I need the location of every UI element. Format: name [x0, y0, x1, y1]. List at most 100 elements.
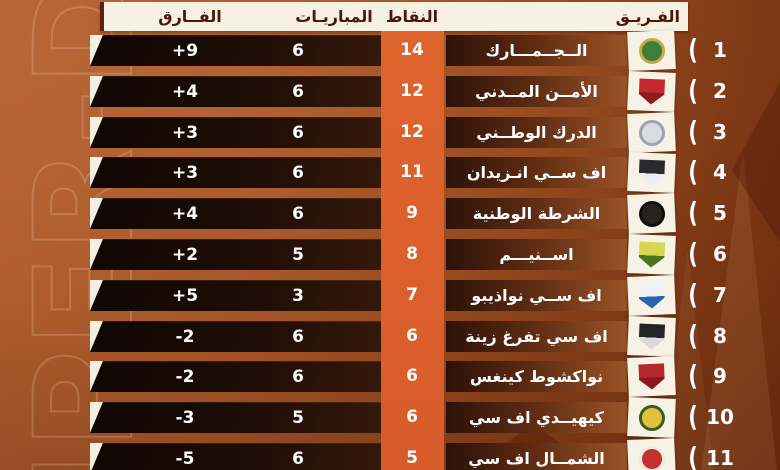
rank-number: 3 — [713, 120, 727, 144]
rank-bracket-decoration: ( — [688, 319, 698, 352]
goal-difference-value: +4 — [171, 204, 199, 224]
team-logo-box — [627, 70, 676, 113]
row-stats-bar: +3 6 — [90, 157, 381, 188]
asc-snim-club-crest — [638, 241, 665, 268]
row-stats-bar: +4 6 — [90, 198, 381, 229]
team-name: اف ســي نواذيبو — [471, 286, 602, 305]
rank-number: 9 — [713, 364, 727, 388]
team-name-bar: نواكشوط كينغس — [446, 361, 627, 392]
rank-number: 1 — [713, 38, 727, 62]
table-row: -3 5 6 كيهيــدي اف سي ( 10 — [0, 396, 780, 439]
goal-difference-value: -5 — [175, 449, 195, 469]
points-value: 12 — [400, 81, 424, 101]
team-name-bar: الدرك الوطــني — [446, 117, 627, 148]
goal-difference-value: -3 — [175, 408, 195, 428]
rank-bracket-decoration: ( — [688, 441, 698, 470]
team-logo-box — [627, 111, 676, 154]
team-name-bar: اف ســي نواذيبو — [446, 280, 627, 311]
matches-played-value: 6 — [292, 449, 304, 469]
row-stats-bar: -5 6 — [90, 443, 381, 470]
rank-number: 8 — [713, 324, 727, 348]
points-value: 7 — [406, 285, 418, 305]
matches-played-value: 6 — [292, 163, 304, 183]
kaedi-fc-club-crest — [637, 403, 666, 432]
table-row: +9 6 14 الــجــمـــارك ( 1 — [0, 29, 780, 72]
rank-number: 11 — [706, 446, 734, 470]
goal-difference-value: +3 — [171, 163, 199, 183]
table-row: -2 6 6 اف سي تفرغ زينة ( 8 — [0, 315, 780, 358]
rank-number: 2 — [713, 79, 727, 103]
points-value: 6 — [406, 407, 418, 427]
rank-bracket-decoration: ( — [688, 115, 698, 148]
row-stats-bar: +9 6 — [90, 35, 381, 66]
rank-bracket-decoration: ( — [688, 237, 698, 270]
points-value: 6 — [406, 366, 418, 386]
table-row: +2 5 8 اســنيـــم ( 6 — [0, 233, 780, 276]
header-matches: المباريـات — [295, 7, 373, 26]
matches-played-value: 6 — [292, 204, 304, 224]
rank-bracket-decoration: ( — [688, 359, 698, 392]
team-logo-box — [627, 315, 676, 358]
national-gendarmerie-club-crest — [637, 118, 666, 147]
team-name: نواكشوط كينغس — [469, 367, 604, 386]
team-name: الدرك الوطــني — [476, 123, 597, 142]
fc-north-club-crest — [637, 444, 666, 470]
fc-tevragh-zeina-club-crest — [638, 323, 665, 350]
rank-bracket-decoration: ( — [688, 400, 698, 433]
team-name: كيهيــدي اف سي — [469, 408, 604, 427]
header-team: الفـريـق — [615, 7, 680, 26]
rank-number: 7 — [713, 283, 727, 307]
team-name-bar: اســنيـــم — [446, 239, 627, 270]
header-goal-difference: الفــارق — [158, 7, 222, 26]
goal-difference-value: +4 — [171, 82, 199, 102]
points-value: 6 — [406, 326, 418, 346]
fc-nouadhibou-club-crest — [638, 282, 665, 309]
goal-difference-value: +3 — [171, 123, 199, 143]
national-police-club-crest — [637, 199, 666, 228]
header-points: النقاط — [385, 7, 439, 26]
team-logo-box — [627, 355, 676, 398]
rank-bracket-decoration: ( — [688, 74, 698, 107]
matches-played-value: 6 — [292, 367, 304, 387]
customs-club-crest — [637, 36, 666, 65]
team-logo-box — [627, 437, 676, 470]
table-row: +3 6 11 اف ســي انـزيدان ( 4 — [0, 151, 780, 194]
matches-played-value: 6 — [292, 327, 304, 347]
points-value: 12 — [400, 122, 424, 142]
team-logo-box — [627, 29, 676, 72]
fc-inzidane-club-crest — [638, 159, 665, 186]
team-name: الأمــن المــدني — [475, 82, 598, 101]
table-row: -2 6 6 نواكشوط كينغس ( 9 — [0, 355, 780, 398]
row-stats-bar: +4 6 — [90, 76, 381, 107]
nouakchott-kings-club-crest — [638, 363, 665, 390]
rank-bracket-decoration: ( — [688, 278, 698, 311]
team-name-bar: اف ســي انـزيدان — [446, 157, 627, 188]
matches-played-value: 5 — [292, 408, 304, 428]
team-logo-box — [627, 396, 676, 439]
points-value: 5 — [406, 448, 418, 468]
goal-difference-value: +5 — [171, 286, 199, 306]
row-stats-bar: +2 5 — [90, 239, 381, 270]
team-name: الشمــال اف سي — [468, 449, 605, 468]
table-header: الفــارق المباريـات النقاط الفـريـق — [100, 2, 688, 31]
team-name-bar: اف سي تفرغ زينة — [446, 321, 627, 352]
points-value: 9 — [406, 203, 418, 223]
table-row: +4 6 9 الشرطة الوطنية ( 5 — [0, 192, 780, 235]
super-d1-watermark: SUPER-D1 — [5, 0, 164, 470]
points-value: 14 — [400, 40, 424, 60]
team-name-bar: الشرطة الوطنية — [446, 198, 627, 229]
row-stats-bar: -2 6 — [90, 361, 381, 392]
team-name: اف ســي انـزيدان — [466, 163, 607, 182]
rank-bracket-decoration: ( — [688, 33, 698, 66]
goal-difference-value: -2 — [175, 367, 195, 387]
table-row: +4 6 12 الأمــن المــدني ( 2 — [0, 70, 780, 113]
team-name: الــجــمـــارك — [485, 41, 588, 60]
matches-played-value: 6 — [292, 41, 304, 61]
team-name-bar: الشمــال اف سي — [446, 443, 627, 470]
rank-number: 5 — [713, 201, 727, 225]
points-column-band — [381, 31, 444, 470]
matches-played-value: 3 — [292, 286, 304, 306]
table-row: -5 6 5 الشمــال اف سي ( 11 — [0, 437, 780, 470]
matches-played-value: 6 — [292, 123, 304, 143]
team-logo-box — [627, 192, 676, 235]
